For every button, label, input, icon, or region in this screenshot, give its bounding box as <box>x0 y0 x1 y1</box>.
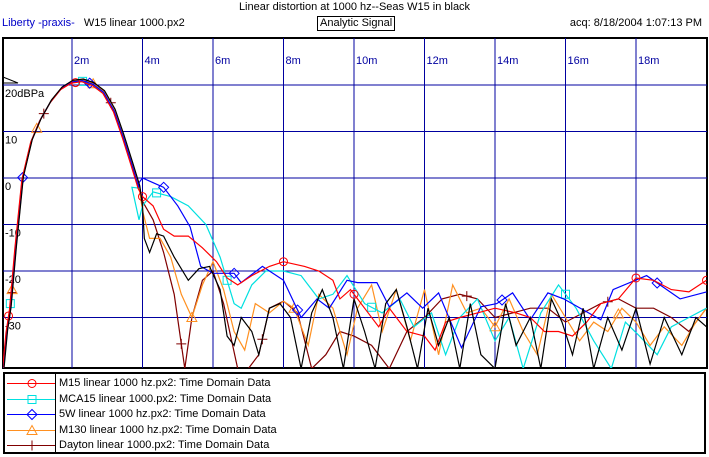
diamond-marker <box>651 277 663 289</box>
square-marker <box>367 302 377 312</box>
x-tick-label: 18m <box>638 55 659 67</box>
y-tick-label: 20dBPa <box>5 88 45 100</box>
file-info: Liberty -praxis- W15 linear 1000.px2 <box>2 17 185 29</box>
circle-marker <box>27 379 37 388</box>
diamond-marker <box>496 294 508 306</box>
legend-swatch <box>7 408 55 421</box>
x-tick-label: 4m <box>145 55 160 67</box>
circle-marker <box>138 192 147 202</box>
diamond-marker <box>83 77 96 89</box>
y-tick-label: 0 <box>5 181 11 193</box>
diamond-marker <box>291 304 304 316</box>
reference-level-marker-icon <box>2 76 19 84</box>
x-tick-label: 6m <box>215 55 230 67</box>
triangle-marker <box>30 122 43 133</box>
circle-marker <box>279 257 288 267</box>
legend-label: M130 linear 1000 hz.px2: Time Domain Dat… <box>59 423 277 436</box>
legend-label: M15 linear 1000 hz.px2: Time Domain Data <box>59 377 271 389</box>
legend-item: Dayton linear 1000.px2: Time Domain Data <box>5 438 704 453</box>
legend-item: MCA15 linear 1000.px2: Time Domain Data <box>5 392 704 407</box>
circle-marker <box>631 273 641 283</box>
analytic-signal-label[interactable]: Analytic Signal <box>317 16 396 31</box>
series-line-5 <box>3 78 707 368</box>
triangle-marker <box>186 311 198 322</box>
x-tick-label: 2m <box>74 55 89 67</box>
legend-label: 5W linear 1000 hz.px2: Time Domain Data <box>59 408 266 420</box>
y-tick-label: 10 <box>5 135 17 147</box>
x-tick-label: 12m <box>427 55 448 67</box>
legend-item: M130 linear 1000 hz.px2: Time Domain Dat… <box>5 423 704 438</box>
triangle-marker <box>26 423 38 435</box>
app-name: Liberty -praxis- <box>2 17 75 29</box>
circle-marker <box>349 289 359 299</box>
legend-swatch <box>7 423 55 435</box>
legend-swatch <box>7 394 55 404</box>
legend-swatch <box>7 440 55 451</box>
x-tick-label: 14m <box>497 55 518 67</box>
acquisition-timestamp: acq: 8/18/2004 1:07:13 PM <box>569 17 702 29</box>
legend-swatch <box>7 379 55 388</box>
plot-area: 2m 4m 6m 8m 10m 12m 14m 16m 18m20dBPa100-10-20-3… <box>2 37 708 369</box>
legend: M15 linear 1000 hz.px2: Time Domain Data… <box>3 372 706 454</box>
legend-label: Dayton linear 1000.px2: Time Domain Data <box>59 439 270 451</box>
circle-marker <box>71 78 81 88</box>
chart-title: Linear distortion at 1000 hz--Seas W15 i… <box>238 1 471 13</box>
triangle-marker <box>612 307 625 319</box>
triangle-marker <box>489 320 501 332</box>
x-tick-label: 8m <box>286 55 301 67</box>
legend-divider <box>55 374 56 452</box>
file-name: W15 linear 1000.px2 <box>83 17 185 29</box>
legend-item: 5W linear 1000 hz.px2: Time Domain Data <box>5 407 704 422</box>
square-marker <box>561 289 570 299</box>
diamond-marker <box>157 181 170 194</box>
square-marker <box>27 394 37 404</box>
cross-marker <box>176 338 187 349</box>
diamond-marker <box>26 408 38 421</box>
x-tick-label: 10m <box>356 55 377 67</box>
circle-marker <box>702 275 707 285</box>
legend-label: MCA15 linear 1000.px2: Time Domain Data <box>59 392 272 405</box>
diamond-marker <box>228 267 240 280</box>
series-line-0 <box>3 81 707 368</box>
series-group <box>3 76 707 368</box>
cross-marker <box>461 291 472 302</box>
legend-item: M15 linear 1000 hz.px2: Time Domain Data <box>5 376 704 391</box>
x-tick-label: 16m <box>568 55 589 67</box>
square-marker <box>152 188 162 198</box>
cross-marker <box>27 440 37 451</box>
